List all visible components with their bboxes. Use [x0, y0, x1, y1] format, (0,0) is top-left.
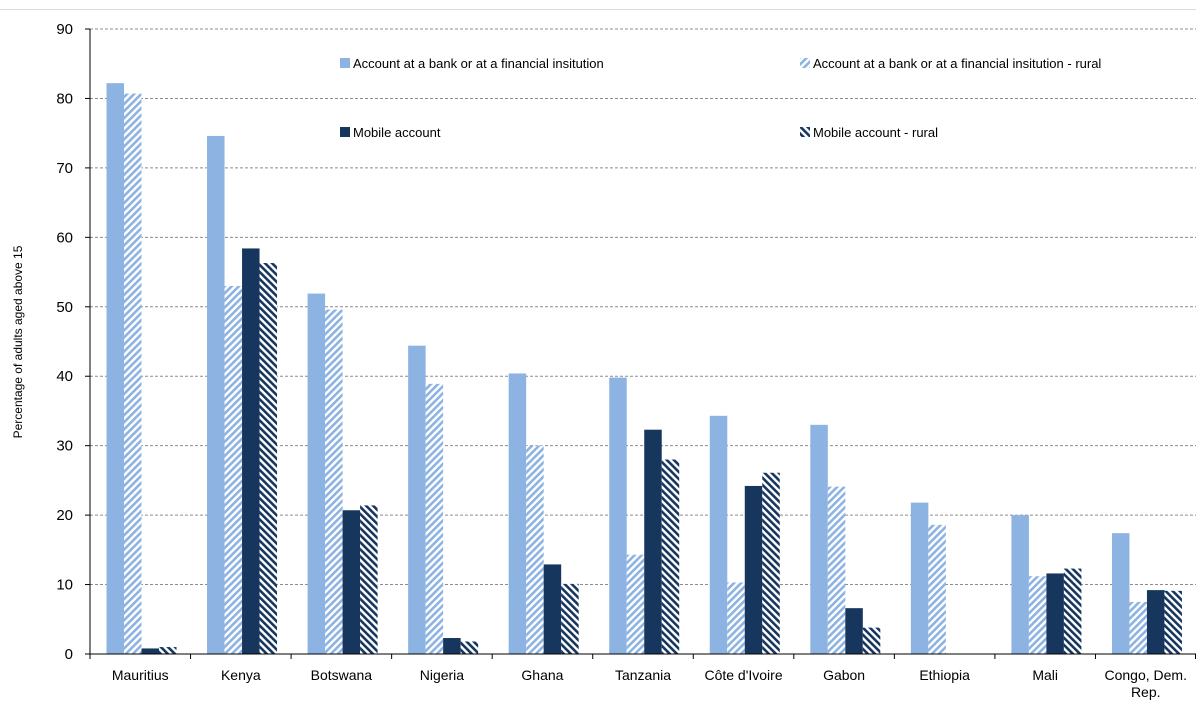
bar-solid — [508, 373, 527, 654]
y-tick-label: 90 — [56, 21, 73, 38]
bar-hatched — [827, 486, 846, 654]
bar-hatched — [526, 445, 544, 654]
bar-hatched — [661, 459, 680, 654]
bar-hatched — [928, 524, 946, 654]
bar-hatched — [862, 627, 881, 654]
bar-hatched — [762, 472, 780, 654]
bar-solid — [307, 293, 326, 654]
bar-solid — [709, 415, 728, 654]
bar-solid — [408, 345, 426, 654]
bar-solid — [744, 485, 763, 654]
bars — [106, 83, 1182, 655]
bar-hatched — [1164, 590, 1182, 654]
bar-solid — [543, 564, 562, 654]
y-tick-label: 60 — [56, 229, 73, 246]
x-tick-label: Botswana — [311, 667, 373, 683]
x-tick-label: Mauritius — [112, 667, 169, 683]
bar-hatched — [425, 383, 444, 654]
bar-hatched — [360, 505, 378, 654]
legend: Account at a bank or at a financial insi… — [340, 56, 1101, 140]
bar-solid — [342, 510, 361, 654]
y-tick-label: 0 — [65, 646, 73, 663]
legend-label: Account at a bank or at a financial insi… — [353, 56, 604, 71]
bar-hatched — [1129, 601, 1147, 654]
legend-swatch — [800, 127, 810, 137]
gridlines — [90, 28, 1196, 586]
bar-hatched — [626, 554, 645, 654]
bar-solid — [1111, 533, 1130, 654]
axes: 0 10 20 30 40 50 60 70 80 90 Mauritius Kenya Botswan… — [56, 21, 1196, 700]
y-tick-label: 10 — [56, 577, 73, 594]
bar-solid — [1011, 515, 1029, 654]
bar-hatched — [259, 263, 278, 654]
bar-hatched — [159, 647, 177, 654]
bar-solid — [141, 648, 159, 654]
y-tick-label: 20 — [56, 507, 73, 524]
legend-swatch — [340, 127, 350, 137]
bar-solid — [644, 429, 662, 654]
bar-hatched — [460, 641, 479, 654]
x-tick-label: Tanzania — [615, 667, 671, 683]
bar-solid — [810, 424, 828, 654]
bar-solid — [207, 135, 225, 654]
legend-label: Mobile account — [353, 125, 441, 140]
bar-solid — [242, 248, 260, 654]
legend-label: Account at a bank or at a financial insi… — [813, 56, 1101, 71]
bar-solid — [443, 638, 461, 654]
x-tick-label: Kenya — [221, 667, 261, 683]
x-tick-label: Mali — [1032, 667, 1058, 683]
x-tick-label: Congo, Dem. Rep. — [1104, 667, 1186, 700]
bar-solid — [910, 502, 929, 654]
bar-hatched — [561, 583, 579, 654]
y-tick-label: 40 — [56, 368, 73, 385]
bar-hatched — [1028, 576, 1047, 654]
y-tick-label: 80 — [56, 90, 73, 107]
x-tick-label: Côte d'Ivoire — [704, 667, 782, 683]
bar-solid — [106, 83, 124, 654]
bar-solid — [609, 377, 627, 654]
x-tick-label: Ethiopia — [919, 667, 970, 683]
y-tick-label: 50 — [56, 299, 73, 316]
legend-swatch — [800, 58, 810, 68]
bar-solid — [1146, 590, 1165, 654]
top-border-line — [0, 9, 1196, 10]
y-axis-label: Percentage of adults aged above 15 — [11, 245, 25, 438]
bar-hatched — [727, 582, 745, 654]
bar-hatched — [325, 309, 343, 654]
bar-solid — [1046, 573, 1064, 654]
legend-label: Mobile account - rural — [813, 125, 938, 140]
legend-swatch — [340, 58, 350, 68]
x-tick-label: Nigeria — [420, 667, 465, 683]
bar-hatched — [1063, 568, 1082, 654]
y-tick-label: 70 — [56, 160, 73, 177]
y-tick-label: 30 — [56, 438, 73, 455]
x-tick-label: Gabon — [823, 667, 865, 683]
bar-hatched — [124, 93, 142, 655]
bar-hatched — [224, 285, 243, 654]
bar-solid — [845, 608, 863, 654]
x-tick-label: Ghana — [521, 667, 563, 683]
